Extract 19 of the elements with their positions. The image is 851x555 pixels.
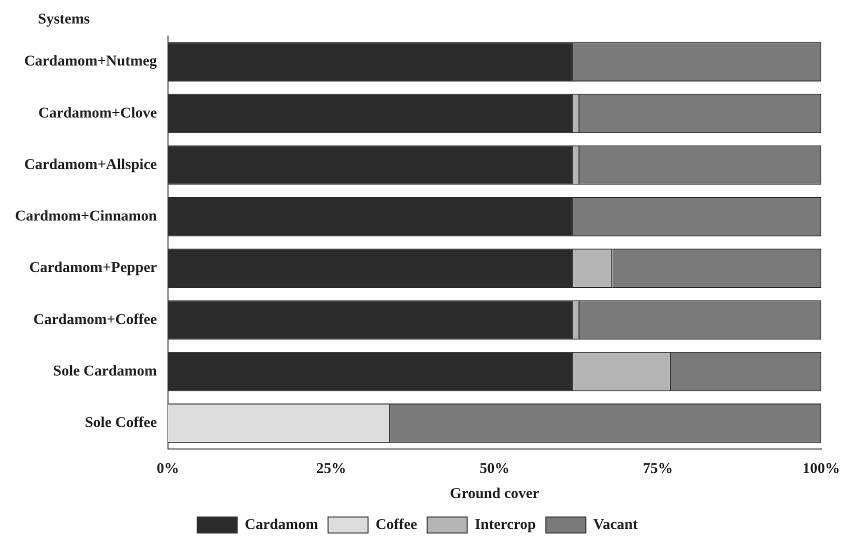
y-tick-label: Cardamom+Allspice — [24, 156, 158, 173]
y-tick-label: Cardamom+Clove — [38, 105, 158, 122]
y-tick-label: Cardamom+Pepper — [29, 260, 158, 276]
y-axis-title: Systems — [38, 11, 90, 28]
y-tick-label: Sole Coffee — [84, 415, 158, 432]
x-tick-label: 50% — [480, 460, 510, 477]
y-tick-label: Sole Cardamom — [53, 363, 158, 380]
y-tick-label: Cardamom+Nutmeg — [24, 54, 158, 70]
legend-label: Vacant — [593, 516, 638, 533]
x-tick-label: 100% — [802, 460, 840, 477]
x-tick-label: 0% — [156, 460, 180, 477]
legend-label: Intercrop — [474, 516, 536, 533]
x-tick-label: 25% — [316, 460, 346, 477]
y-tick-label: Cardmom+Cinnamon — [14, 208, 158, 225]
y-tick-label: Cardamom+Coffee — [33, 312, 158, 328]
legend-label: Cardamom — [244, 516, 319, 533]
x-axis-title: Ground cover — [450, 486, 540, 502]
x-tick-label: 75% — [642, 460, 673, 477]
legend-label: Coffee — [376, 516, 418, 533]
